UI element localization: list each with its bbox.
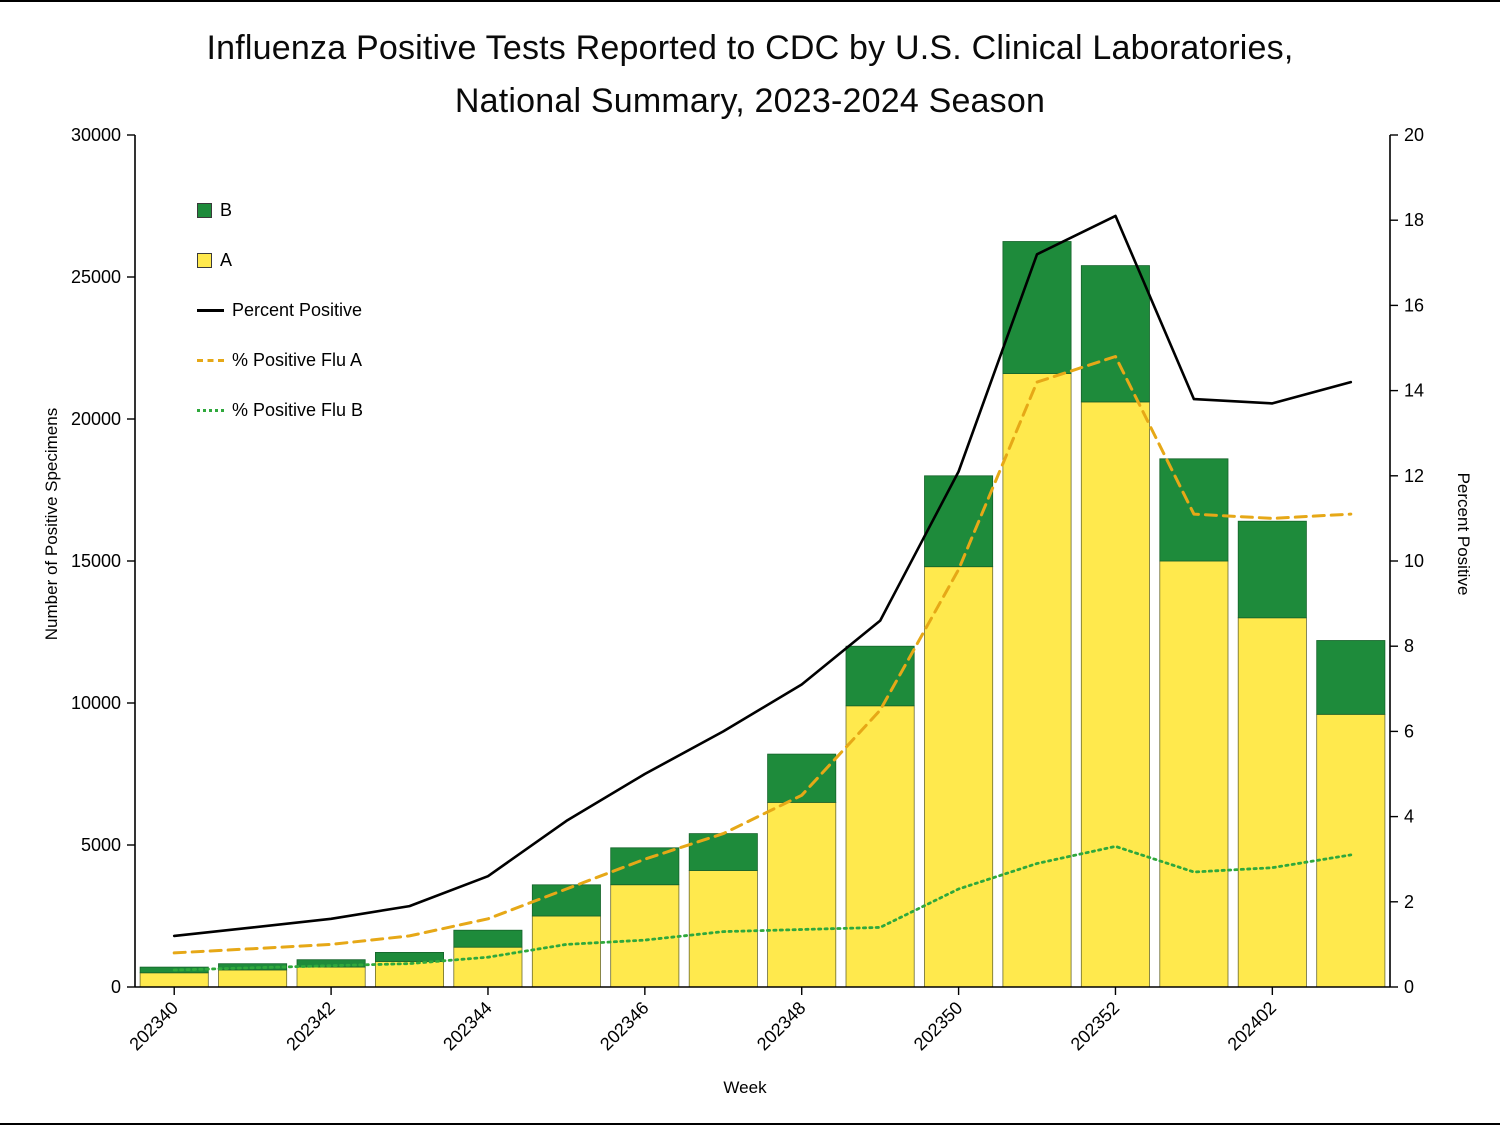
left-axis-tick-label: 10000 [71, 693, 121, 713]
bar-flu-a [767, 802, 837, 988]
right-axis-tick-label: 0 [1404, 977, 1414, 997]
bar-flu-a [845, 705, 915, 988]
legend-label-percent-positive-flu-a: % Positive Flu A [232, 349, 363, 370]
bar-flu-a [218, 969, 288, 988]
flu-b-square-swatch [197, 202, 212, 218]
x-axis-tick-label: 202402 [1224, 998, 1281, 1055]
chart-title-line2: National Summary, 2023-2024 Season [454, 81, 1046, 120]
left-axis-ticks: 0 5000 10000 15000 20000 25000 30000 [71, 125, 135, 997]
x-axis-tick-label: 202346 [596, 998, 653, 1055]
legend-label-percent-positive-flu-b: % Positive Flu B [232, 399, 364, 420]
legend-label-percent-positive: Percent Positive [232, 299, 363, 320]
bar-flu-a [139, 972, 209, 988]
right-axis-tick-label: 18 [1404, 210, 1424, 230]
right-axis-tick-label: 2 [1404, 892, 1414, 912]
left-axis-tick-label: 20000 [71, 409, 121, 429]
percent-positive-flu-b-line [172, 845, 1353, 972]
bar-flu-a [1159, 560, 1229, 988]
x-axis-tick-label: 202350 [910, 998, 967, 1055]
bar-flu-b [845, 645, 915, 707]
chart-title-line1: Influenza Positive Tests Reported to CDC… [206, 29, 1294, 67]
bar-flu-b [924, 475, 994, 568]
left-axis-tick-label: 15000 [71, 551, 121, 571]
left-axis-tick-label: 25000 [71, 267, 121, 287]
right-axis-title: Percent Positive [1454, 472, 1473, 596]
left-axis-tick-label: 5000 [81, 835, 121, 855]
right-axis-tick-label: 4 [1404, 807, 1414, 827]
bar-flu-a [374, 961, 444, 988]
flu-a-square-swatch [197, 252, 212, 268]
lines-group [172, 214, 1353, 972]
legend-item-flu-b-bar: B [197, 198, 363, 222]
legend-item-percent-positive: Percent Positive [197, 298, 363, 322]
right-axis-tick-label: 8 [1404, 636, 1414, 656]
legend-label-a: A [220, 249, 233, 270]
bar-flu-b [610, 847, 680, 886]
bar-flu-a [924, 566, 994, 988]
left-axis-tick-label: 30000 [71, 125, 121, 145]
right-axis-tick-label: 16 [1404, 295, 1424, 315]
right-axis-tick-label: 12 [1404, 466, 1424, 486]
bar-flu-a [1002, 373, 1072, 988]
legend-label-b: B [220, 199, 233, 220]
legend-item-flu-a-bar: A [197, 248, 363, 272]
bar-flu-b [374, 952, 444, 962]
x-axis-ticks: 202340 202342 202344 202346 202348 202350 2023… [125, 987, 1280, 1054]
chart-legend: B A Percent Positive % Positive Flu A % … [197, 198, 363, 448]
legend-item-percent-positive-flu-a: % Positive Flu A [197, 348, 363, 372]
x-axis-tick-label: 202344 [439, 998, 496, 1055]
percent-positive-flu-a-line [172, 355, 1353, 955]
bar-flu-b [688, 833, 758, 871]
bar-flu-b [1237, 520, 1307, 619]
bar-flu-a [1080, 401, 1150, 988]
bar-flu-a [1316, 714, 1386, 988]
bar-flu-b [1316, 640, 1386, 715]
flu-a-dashed-line-swatch [197, 358, 224, 362]
left-axis-tick-label: 0 [111, 977, 121, 997]
bar-flu-b [453, 929, 523, 948]
percent-positive-line [172, 214, 1353, 938]
bar-flu-a [1237, 617, 1307, 988]
bar-flu-b [1002, 241, 1072, 375]
right-axis-tick-label: 20 [1404, 125, 1424, 145]
bar-flu-b [296, 959, 366, 968]
x-axis-tick-label: 202348 [753, 998, 810, 1055]
bar-flu-b [1159, 458, 1229, 562]
x-axis-tick-label: 202340 [125, 998, 182, 1055]
bar-flu-b [1080, 265, 1150, 403]
bars-group [139, 241, 1386, 988]
bar-flu-a [610, 884, 680, 988]
legend-item-percent-positive-flu-b: % Positive Flu B [197, 398, 363, 422]
bar-flu-a [296, 966, 366, 988]
right-axis-tick-label: 10 [1404, 551, 1424, 571]
right-axis-ticks: 0 2 4 6 8 10 12 14 16 18 20 [1390, 125, 1424, 997]
percent-positive-line-swatch [197, 308, 224, 312]
x-axis-tick-label: 202342 [282, 998, 339, 1055]
x-axis-tick-label: 202352 [1067, 998, 1124, 1055]
chart-title: Influenza Positive Tests Reported to CDC… [0, 22, 1500, 127]
right-axis-tick-label: 14 [1404, 381, 1424, 401]
left-axis-title: Number of Positive Specimens [42, 407, 61, 641]
x-axis-title: Week [723, 1078, 767, 1097]
flu-b-dotted-line-swatch [197, 408, 224, 412]
bar-flu-a [688, 870, 758, 988]
bar-flu-a [531, 915, 601, 988]
right-axis-tick-label: 6 [1404, 721, 1414, 741]
